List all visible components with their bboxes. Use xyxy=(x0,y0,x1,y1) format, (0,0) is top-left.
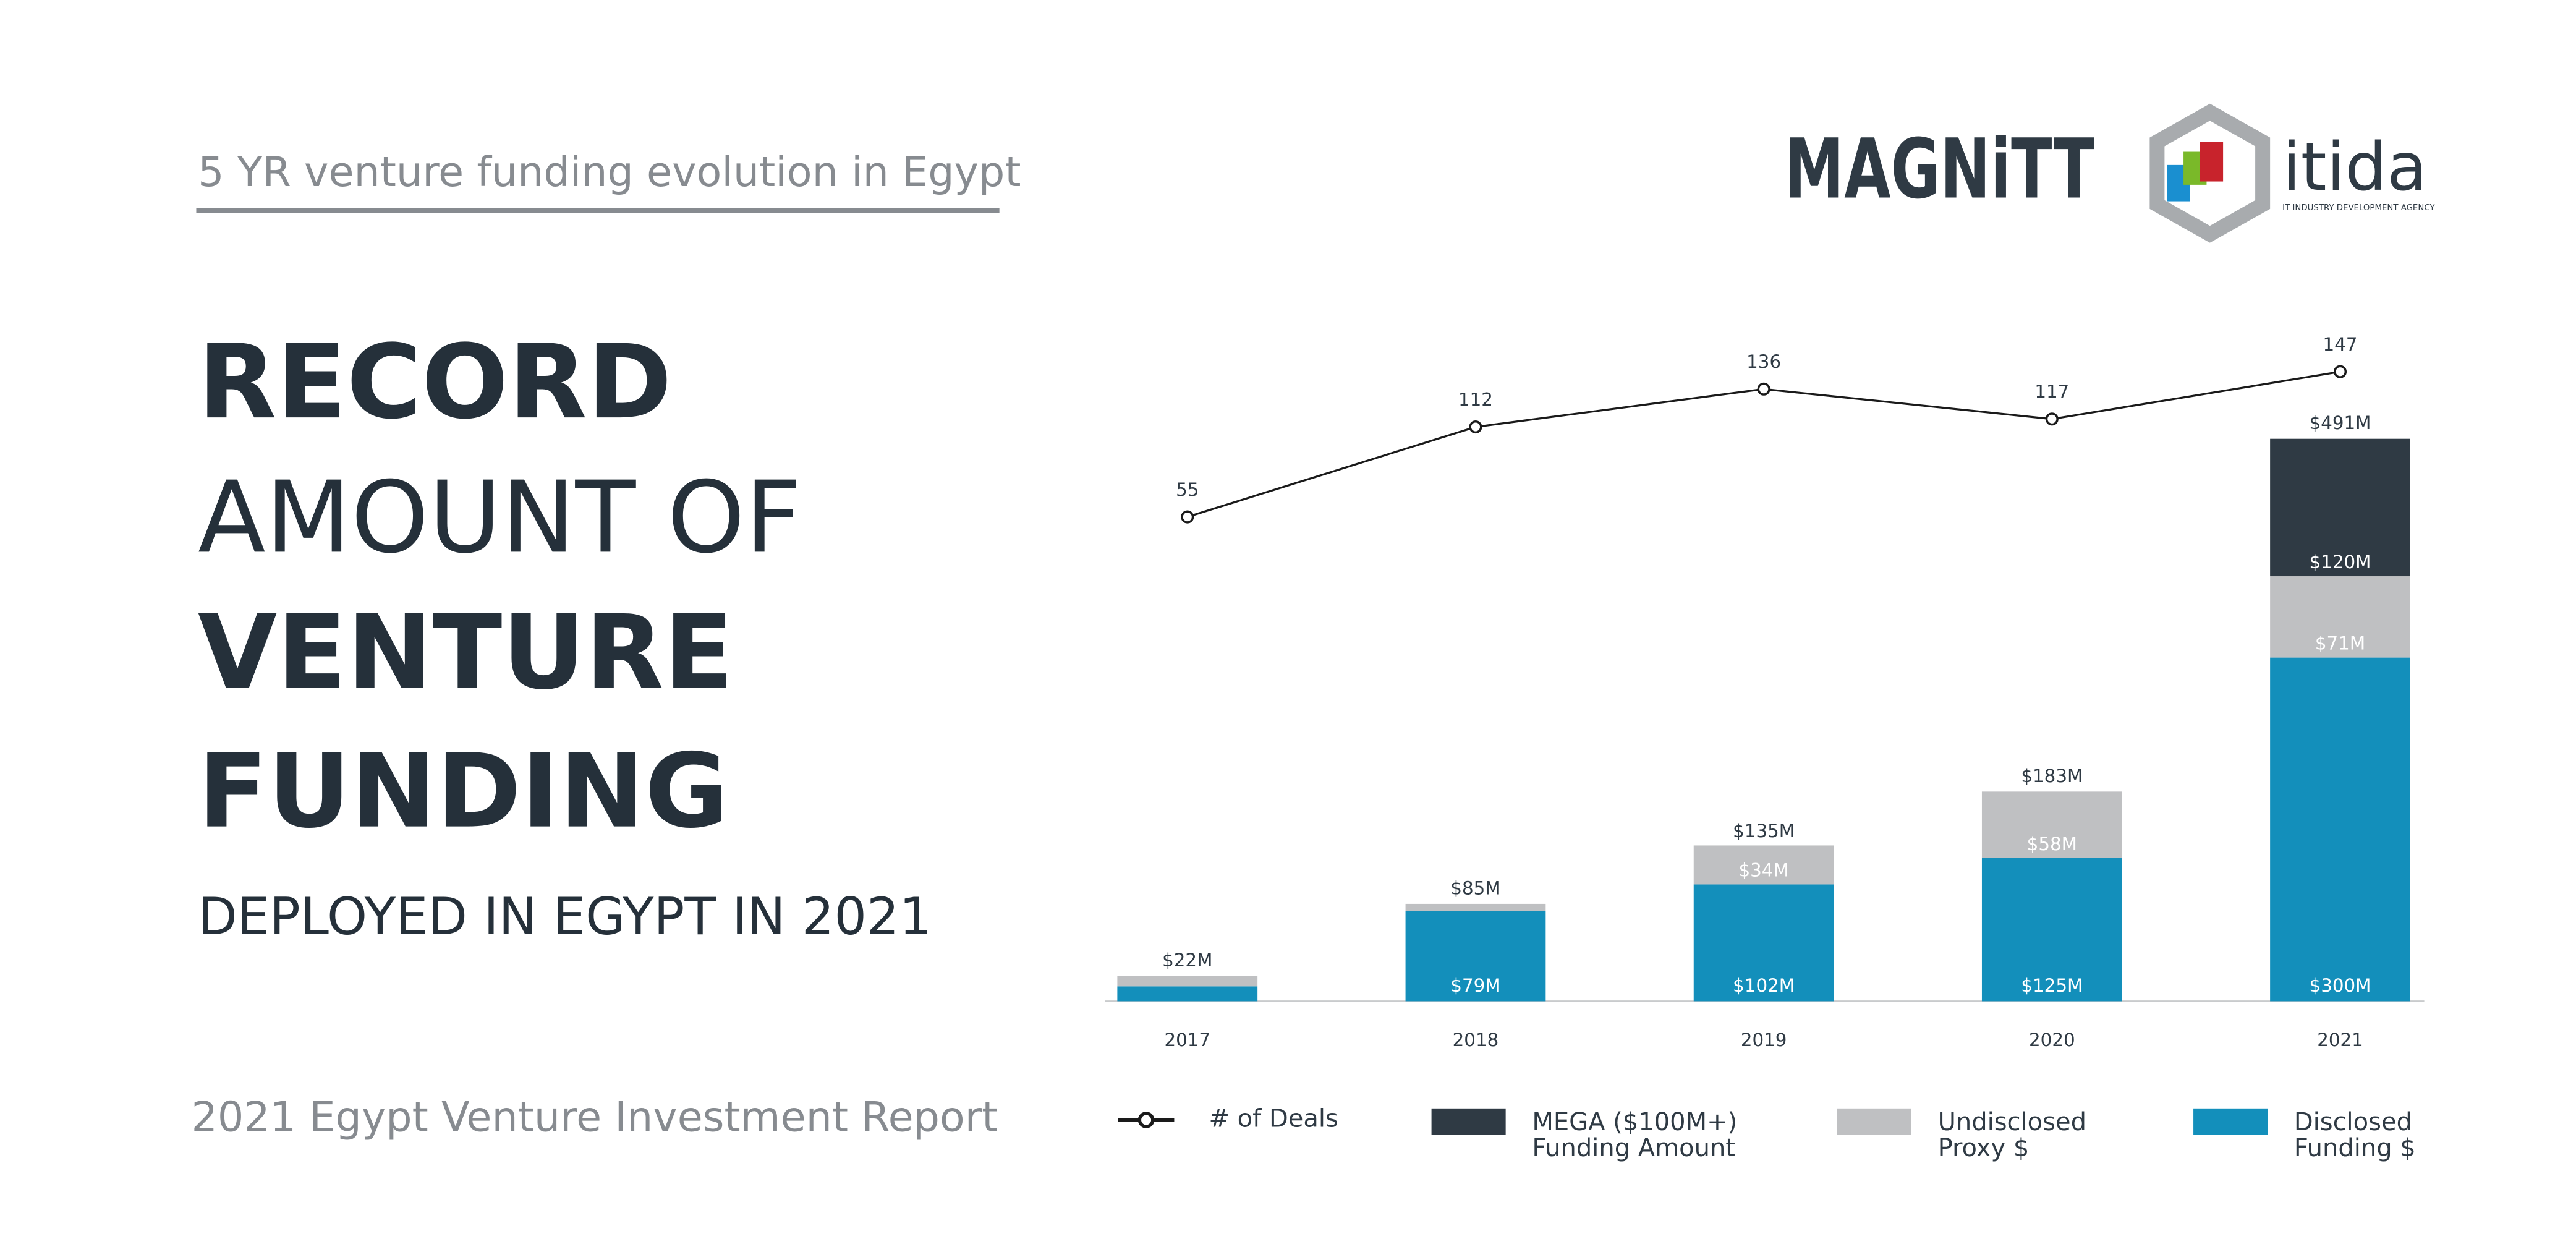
value-label: $102M xyxy=(1733,975,1795,996)
deals-point xyxy=(1181,510,1194,524)
legend-marker xyxy=(1137,1112,1155,1128)
deals-label: 136 xyxy=(1746,351,1781,372)
x-tick-label: 2020 xyxy=(2029,1029,2075,1050)
bar-segment xyxy=(1693,845,1834,885)
bar-segment xyxy=(1981,858,2122,1002)
subtitle: 5 YR venture funding evolution in Egypt xyxy=(198,148,1021,196)
bar-segment xyxy=(1117,976,1258,987)
total-label: $22M xyxy=(1162,950,1212,971)
bar-segment xyxy=(2270,657,2410,1002)
deals-label: 117 xyxy=(2034,381,2069,402)
x-tick-label: 2021 xyxy=(2317,1029,2363,1050)
subtitle-underline xyxy=(196,208,1000,213)
x-tick-label: 2018 xyxy=(1453,1029,1499,1050)
deals-point xyxy=(1469,420,1482,434)
deals-point xyxy=(1757,382,1770,396)
tagline: DEPLOYED IN EGYPT IN 2021 xyxy=(198,887,932,947)
bar-segment xyxy=(2270,438,2410,577)
headline: FUNDING xyxy=(198,732,729,851)
bar-segment xyxy=(1405,903,1546,911)
x-tick-label: 2017 xyxy=(1164,1029,1210,1050)
value-label: $34M xyxy=(1738,860,1788,881)
x-tick-label: 2019 xyxy=(1741,1029,1787,1050)
itida-logo: itida xyxy=(2282,129,2427,206)
legend-swatch xyxy=(1431,1108,1506,1135)
icon-block xyxy=(2200,142,2224,182)
itida-icon xyxy=(2149,103,2271,243)
bar-segment xyxy=(1981,791,2122,858)
value-label: $58M xyxy=(2027,833,2077,854)
bar-segment xyxy=(2270,576,2410,658)
total-label: $183M xyxy=(2021,765,2083,786)
total-label: $85M xyxy=(1450,877,1500,898)
legend-label: Undisclosed Proxy $ xyxy=(1938,1108,2086,1162)
bar-segment xyxy=(1405,911,1546,1002)
total-label: $135M xyxy=(1733,820,1795,841)
legend-label: Disclosed Funding $ xyxy=(2294,1108,2416,1162)
bar-segment xyxy=(1693,884,1834,1002)
headline: AMOUNT OF xyxy=(198,459,802,575)
legend-label: MEGA ($100M+) Funding Amount xyxy=(1532,1108,1737,1162)
value-label: $300M xyxy=(2310,975,2371,996)
deals-label: 147 xyxy=(2323,334,2358,355)
legend-swatch xyxy=(1837,1108,1911,1135)
value-label: $79M xyxy=(1450,975,1500,996)
deals-label: 112 xyxy=(1458,389,1493,410)
legend-swatch xyxy=(2193,1108,2268,1135)
itida-subtitle: IT INDUSTRY DEVELOPMENT AGENCY xyxy=(2282,203,2435,213)
deals-point xyxy=(2045,412,2059,426)
report-title: 2021 Egypt Venture Investment Report xyxy=(191,1093,998,1141)
value-label: $125M xyxy=(2021,975,2083,996)
deals-point xyxy=(2333,365,2347,378)
bar-segment xyxy=(1117,986,1258,1002)
headline: RECORD xyxy=(198,323,672,442)
value-label: $71M xyxy=(2315,633,2365,654)
hexagon xyxy=(2149,103,2271,243)
headline: VENTURE xyxy=(198,594,734,713)
legend-label: # of Deals xyxy=(1209,1104,1338,1133)
value-label: $120M xyxy=(2310,551,2371,573)
total-label: $491M xyxy=(2310,412,2371,433)
deals-label: 55 xyxy=(1176,479,1199,500)
magnitt-logo: MAGNiTT xyxy=(1784,121,2094,217)
